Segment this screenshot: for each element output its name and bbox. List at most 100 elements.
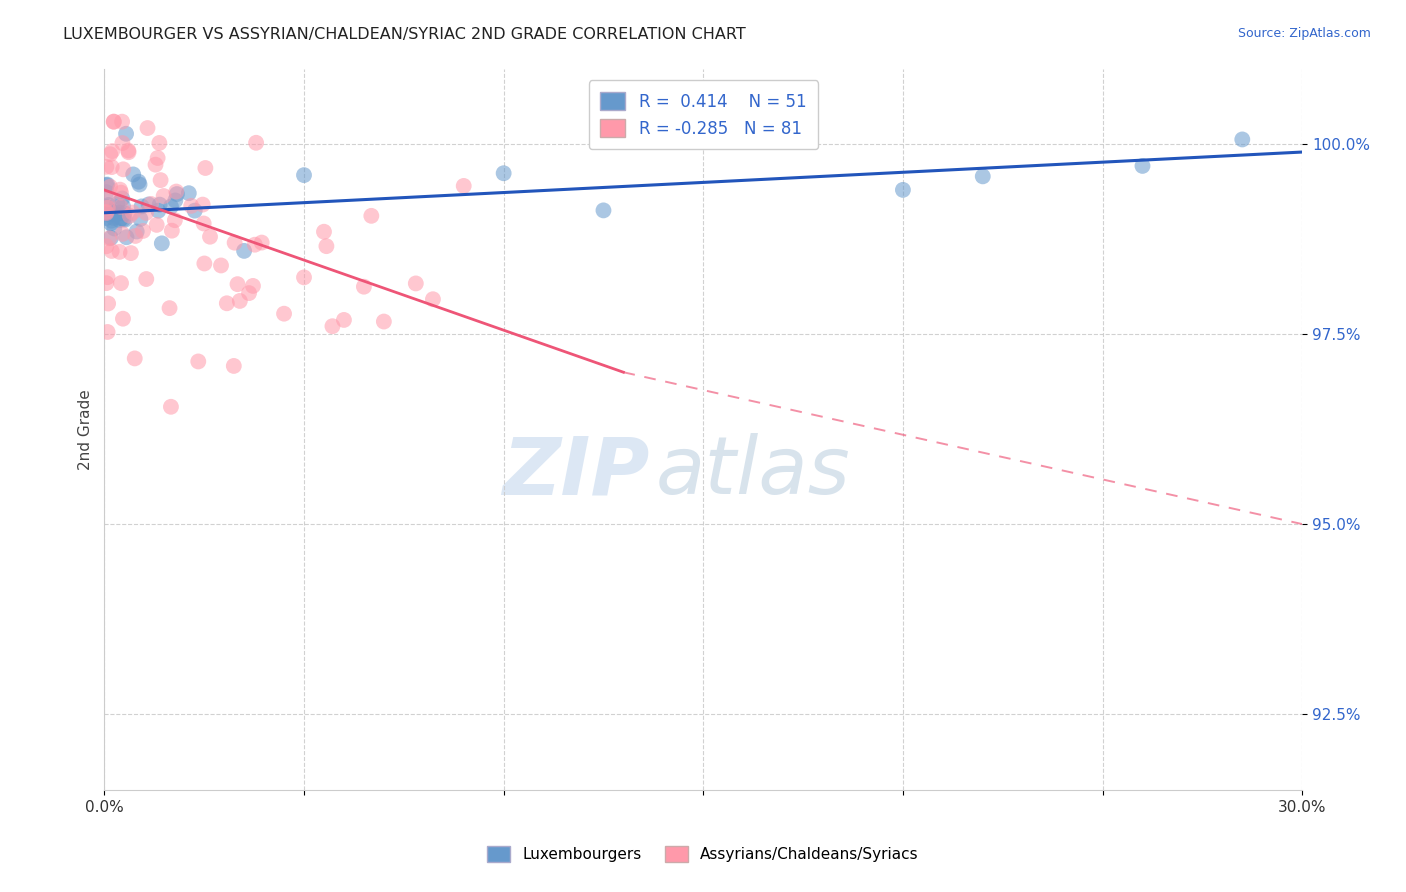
Point <box>135 206 157 220</box>
Point <box>136 121 159 136</box>
Text: Source: ZipAtlas.com: Source: ZipAtlas.com <box>1237 27 1371 40</box>
Y-axis label: 2nd Grade: 2nd Grade <box>79 389 93 469</box>
Point <box>129 211 152 226</box>
Point <box>146 151 169 165</box>
Point <box>103 114 125 128</box>
Point <box>111 136 134 150</box>
Point <box>112 162 135 177</box>
Point <box>111 227 134 241</box>
Point <box>108 183 131 197</box>
Point <box>333 313 356 327</box>
Point <box>110 186 132 200</box>
Point <box>103 221 125 235</box>
Point <box>180 199 202 213</box>
Point <box>96 205 118 219</box>
Point <box>149 197 172 211</box>
Point <box>194 161 217 175</box>
Point <box>108 205 131 219</box>
Point <box>96 270 118 285</box>
Point <box>360 209 382 223</box>
Point <box>165 185 187 199</box>
Point <box>373 314 395 328</box>
Point <box>96 206 118 220</box>
Point <box>233 244 256 258</box>
Point <box>100 204 122 219</box>
Text: atlas: atlas <box>655 434 851 511</box>
Point <box>492 166 515 180</box>
Point <box>187 354 209 368</box>
Point <box>110 211 132 226</box>
Point <box>101 211 124 225</box>
Point <box>592 203 614 218</box>
Point <box>152 189 174 203</box>
Point <box>165 194 187 208</box>
Point <box>160 200 183 214</box>
Point <box>111 199 134 213</box>
Point <box>149 173 172 187</box>
Point <box>312 225 335 239</box>
Point <box>100 231 122 245</box>
Point <box>98 179 121 194</box>
Point <box>100 213 122 227</box>
Point <box>353 279 375 293</box>
Point <box>96 276 118 290</box>
Point <box>111 192 134 206</box>
Point <box>226 277 249 292</box>
Point <box>112 206 135 220</box>
Point <box>184 203 207 218</box>
Point <box>128 175 150 189</box>
Point <box>1232 132 1254 146</box>
Point <box>163 213 186 227</box>
Point <box>100 216 122 230</box>
Point <box>114 212 136 227</box>
Point <box>108 244 131 259</box>
Point <box>1132 159 1154 173</box>
Legend: R =  0.414    N = 51, R = -0.285   N = 81: R = 0.414 N = 51, R = -0.285 N = 81 <box>589 80 818 150</box>
Point <box>292 270 315 285</box>
Point <box>97 192 120 206</box>
Point <box>405 277 427 291</box>
Point <box>96 239 118 253</box>
Point <box>191 197 214 211</box>
Point <box>105 206 128 220</box>
Point <box>891 183 914 197</box>
Point <box>96 178 118 192</box>
Point <box>98 206 121 220</box>
Point <box>96 200 118 214</box>
Point <box>292 168 315 182</box>
Point <box>148 136 170 150</box>
Point <box>160 400 183 414</box>
Point <box>243 237 266 252</box>
Point <box>118 209 141 223</box>
Point <box>124 229 146 244</box>
Point <box>98 231 121 245</box>
Point <box>96 185 118 199</box>
Point <box>105 196 128 211</box>
Point <box>117 144 139 158</box>
Point <box>100 160 122 174</box>
Point <box>159 301 181 315</box>
Point <box>135 272 157 286</box>
Point <box>273 307 295 321</box>
Point <box>245 136 267 150</box>
Point <box>315 239 337 253</box>
Point <box>148 203 170 218</box>
Point <box>453 178 475 193</box>
Point <box>242 279 264 293</box>
Point <box>121 205 143 219</box>
Point <box>97 201 120 215</box>
Point <box>198 229 221 244</box>
Point <box>110 200 132 214</box>
Point <box>110 276 132 290</box>
Point <box>224 235 246 250</box>
Point <box>96 178 118 193</box>
Point <box>193 256 215 270</box>
Point <box>145 158 167 172</box>
Point <box>222 359 245 373</box>
Point <box>972 169 994 184</box>
Point <box>250 235 273 250</box>
Point <box>111 311 134 326</box>
Point <box>160 224 183 238</box>
Point <box>166 187 188 202</box>
Point <box>229 293 252 308</box>
